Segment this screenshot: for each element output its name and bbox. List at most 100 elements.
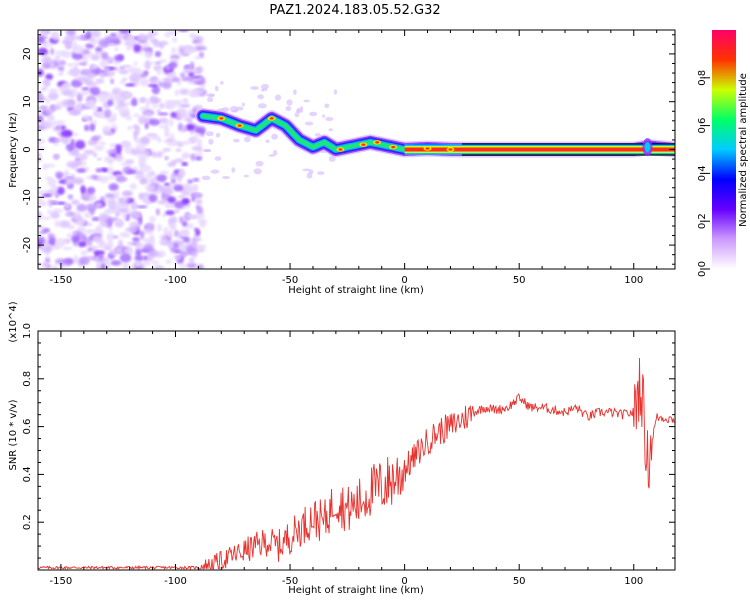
noise-blob <box>160 185 173 193</box>
x-tick-label: 0 <box>401 275 407 286</box>
noise-blob <box>99 59 108 68</box>
noise-blob <box>138 97 147 103</box>
noise-blob <box>133 132 138 141</box>
noise-blob <box>157 174 167 183</box>
noise-blob <box>105 92 116 102</box>
y-tick-label: 0.8 <box>22 371 33 387</box>
noise-blob <box>50 211 60 219</box>
y-tick-label: 0 <box>22 146 33 152</box>
noise-blob <box>57 65 65 71</box>
spectrogram-y-label: Frequency (Hz) <box>8 112 19 188</box>
noise-blob <box>144 122 149 130</box>
noise-blob <box>193 80 205 85</box>
noise-blob <box>170 173 177 181</box>
noise-blob <box>119 30 131 34</box>
noise-blob <box>78 62 87 66</box>
noise-blob <box>299 106 304 111</box>
noise-blob <box>257 103 267 109</box>
spectrogram-x-label: Height of straight line (km) <box>288 285 424 296</box>
noise-blob <box>115 175 127 183</box>
noise-blob <box>180 72 186 78</box>
noise-blob <box>65 30 76 36</box>
noise-blob <box>99 72 106 77</box>
noise-blob <box>165 79 175 83</box>
noise-blob <box>41 30 47 37</box>
ridge-hotspot <box>375 141 380 144</box>
noise-blob <box>133 44 142 53</box>
noise-blob <box>42 261 48 268</box>
noise-blob <box>98 94 108 103</box>
noise-blob <box>214 85 219 92</box>
colorbar-ticks: 0.0 0.2 0.4 0.6 0.8 <box>697 70 710 277</box>
noise-blob <box>132 236 140 243</box>
noise-blob <box>108 175 116 180</box>
noise-blob <box>286 99 293 106</box>
noise-blob <box>179 88 190 95</box>
noise-blob <box>195 126 206 135</box>
y-tick-label: 20 <box>22 48 33 61</box>
noise-blob <box>193 133 202 137</box>
noise-blob <box>47 91 59 101</box>
noise-blob <box>171 77 180 83</box>
noise-blob <box>122 141 132 148</box>
noise-blob <box>309 111 318 117</box>
ridge-hotspot <box>448 148 453 151</box>
snr-frame <box>37 330 676 571</box>
noise-blob <box>50 47 55 55</box>
noise-blob <box>91 136 100 141</box>
noise-blob <box>114 104 123 111</box>
noise-blob <box>106 232 115 242</box>
noise-blob <box>98 214 109 222</box>
noise-blob <box>38 95 46 102</box>
noise-blob <box>142 243 154 251</box>
noise-blob <box>67 194 74 200</box>
noise-blob <box>89 64 98 70</box>
ridge-disturbance <box>644 142 651 153</box>
noise-blob <box>90 30 101 38</box>
noise-blob <box>232 138 240 143</box>
noise-blob <box>107 166 114 175</box>
noise-blob <box>170 159 177 165</box>
ridge-hotspot <box>338 148 343 151</box>
noise-blob <box>95 225 103 234</box>
noise-blob <box>244 136 251 143</box>
noise-blob <box>98 141 106 146</box>
noise-blob <box>88 99 96 107</box>
noise-blob <box>73 75 81 79</box>
noise-blob <box>103 130 113 136</box>
noise-blob <box>322 114 326 118</box>
noise-blob <box>285 106 292 112</box>
noise-blob <box>150 177 155 184</box>
colorbar-label: Normalized spectral amplitude <box>738 73 749 227</box>
noise-blob <box>112 96 119 101</box>
noise-blob <box>161 81 172 90</box>
noise-blob <box>181 161 188 167</box>
noise-blob <box>207 97 214 103</box>
noise-blob <box>257 94 264 100</box>
noise-blob <box>127 125 133 131</box>
noise-blob <box>168 216 178 225</box>
noise-blob <box>157 112 169 116</box>
noise-blob <box>243 174 250 178</box>
noise-blob <box>41 62 51 70</box>
noise-blob <box>104 260 111 269</box>
x-tick-label: -150 <box>50 576 73 587</box>
x-tick-label: 50 <box>513 275 526 286</box>
noise-blob <box>140 136 151 145</box>
noise-blob <box>199 221 206 228</box>
noise-blob <box>145 222 155 229</box>
noise-blob <box>178 251 189 257</box>
noise-blob <box>131 149 141 156</box>
noise-blob <box>119 231 131 238</box>
noise-blob <box>147 83 158 88</box>
noise-blob <box>45 120 57 127</box>
noise-blob <box>124 83 135 87</box>
noise-blob <box>119 253 132 263</box>
noise-blob <box>241 102 245 107</box>
noise-blob <box>114 152 122 161</box>
noise-blob <box>54 50 66 55</box>
noise-blob <box>188 72 195 77</box>
noise-blob <box>175 148 182 152</box>
noise-blob <box>178 264 188 268</box>
noise-blob <box>48 88 59 94</box>
